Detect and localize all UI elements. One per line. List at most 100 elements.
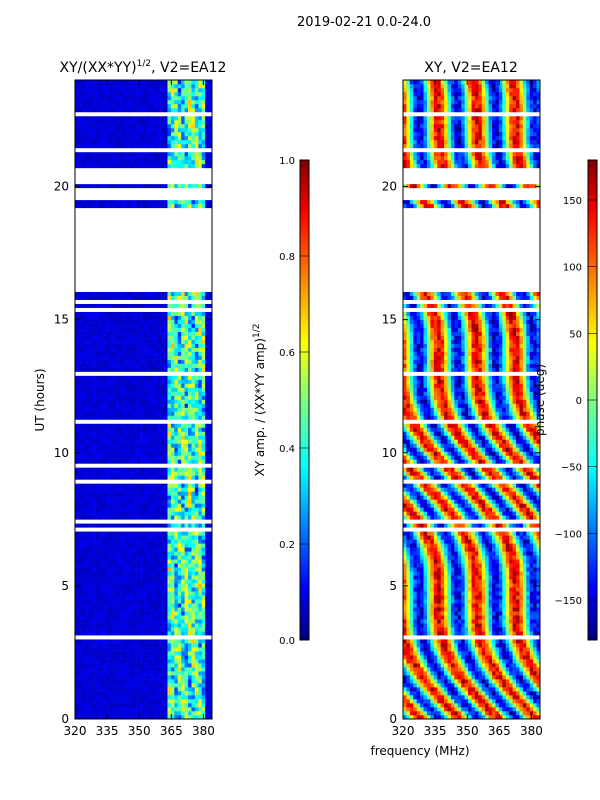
heatmap-cell [116, 615, 120, 620]
heatmap-cell [136, 323, 141, 328]
heatmap-cell [136, 91, 141, 97]
heatmap-cell [153, 655, 158, 660]
heatmap-cell [194, 295, 199, 300]
heatmap-cell [174, 311, 179, 316]
heatmap-cell [140, 339, 144, 344]
heatmap-cell [119, 459, 124, 464]
heatmap-cell [160, 683, 165, 688]
heatmap-cell [164, 543, 168, 548]
heatmap-cell [92, 123, 96, 129]
heatmap-cell [98, 391, 103, 396]
heatmap-cell [88, 431, 93, 436]
heatmap-cell [146, 315, 151, 320]
heatmap-cell [208, 543, 212, 548]
heatmap-cell [143, 555, 148, 560]
heatmap-cell [122, 559, 127, 564]
heatmap-cell [78, 391, 83, 396]
heatmap-cell [181, 443, 185, 448]
heatmap-cell [136, 359, 141, 364]
heatmap-cell [116, 439, 120, 444]
heatmap-cell [143, 603, 148, 608]
heatmap-cell [78, 567, 83, 572]
heatmap-cell [92, 687, 96, 692]
heatmap-cell [157, 327, 161, 332]
heatmap-cell [198, 303, 203, 308]
heatmap-cell [98, 199, 103, 205]
heatmap-cell [177, 367, 182, 372]
heatmap-cell [85, 107, 89, 113]
heatmap-cell [181, 539, 185, 544]
heatmap-cell [81, 423, 86, 428]
heatmap-cell [140, 135, 144, 141]
heatmap-cell [133, 615, 137, 620]
heatmap-cell [174, 487, 179, 492]
heatmap-cell [95, 607, 100, 612]
heatmap-cell [170, 431, 175, 436]
heatmap-cell [109, 399, 113, 404]
heatmap-cell [164, 715, 168, 719]
heatmap-cell [119, 631, 124, 636]
heatmap-cell [119, 535, 124, 540]
heatmap-cell [88, 491, 93, 496]
heatmap-cell [153, 163, 158, 169]
heatmap-cell [174, 80, 179, 85]
heatmap-cell [95, 647, 100, 652]
heatmap-cell [133, 691, 137, 696]
heatmap-cell [105, 611, 110, 616]
heatmap-cell [143, 651, 148, 656]
heatmap-cell [88, 427, 93, 432]
heatmap-cell [112, 291, 117, 296]
heatmap-cell [181, 643, 185, 648]
heatmap-cell [170, 139, 175, 145]
heatmap-gap-row [75, 255, 212, 261]
heatmap-cell [174, 439, 179, 444]
heatmap-cell [153, 451, 158, 456]
heatmap-cell [177, 151, 182, 157]
heatmap-cell [102, 303, 107, 308]
heatmap-cell [78, 347, 83, 352]
heatmap-cell [174, 411, 179, 416]
heatmap-cell [88, 383, 93, 388]
heatmap-cell [143, 559, 148, 564]
heatmap-cell [164, 611, 168, 616]
heatmap-cell [140, 411, 144, 416]
heatmap-cell [198, 443, 203, 448]
heatmap-cell [164, 663, 168, 668]
heatmap-cell [112, 351, 117, 356]
heatmap-cell [201, 575, 206, 580]
heatmap-cell [146, 343, 151, 348]
heatmap-cell [191, 539, 196, 544]
heatmap-cell [150, 123, 155, 129]
heatmap-cell [129, 403, 134, 408]
heatmap-cell [136, 691, 141, 696]
heatmap-cell [188, 139, 192, 145]
heatmap-cell [143, 435, 148, 440]
heatmap-cell [188, 491, 192, 496]
heatmap-cell [112, 515, 117, 520]
heatmap-cell [129, 627, 134, 632]
heatmap-cell [140, 499, 144, 504]
heatmap-cell [105, 579, 110, 584]
heatmap-cell [129, 567, 134, 572]
heatmap-cell [85, 91, 89, 97]
heatmap-cell [198, 87, 203, 93]
heatmap-cell [92, 403, 96, 408]
heatmap-cell [88, 291, 93, 296]
heatmap-cell [198, 571, 203, 576]
heatmap-cell [109, 627, 113, 632]
heatmap-cell [143, 619, 148, 624]
heatmap-cell [88, 331, 93, 336]
heatmap-cell [81, 107, 86, 113]
heatmap-cell [191, 395, 196, 400]
heatmap-cell [75, 379, 79, 384]
heatmap-cell [157, 575, 161, 580]
heatmap-cell [208, 551, 212, 556]
heatmap-cell [109, 451, 113, 456]
heatmap-cell [126, 103, 131, 109]
heatmap-cell [157, 691, 161, 696]
heatmap-cell [208, 539, 212, 544]
heatmap-cell [109, 387, 113, 392]
heatmap-cell [177, 591, 182, 596]
heatmap-cell [150, 563, 155, 568]
